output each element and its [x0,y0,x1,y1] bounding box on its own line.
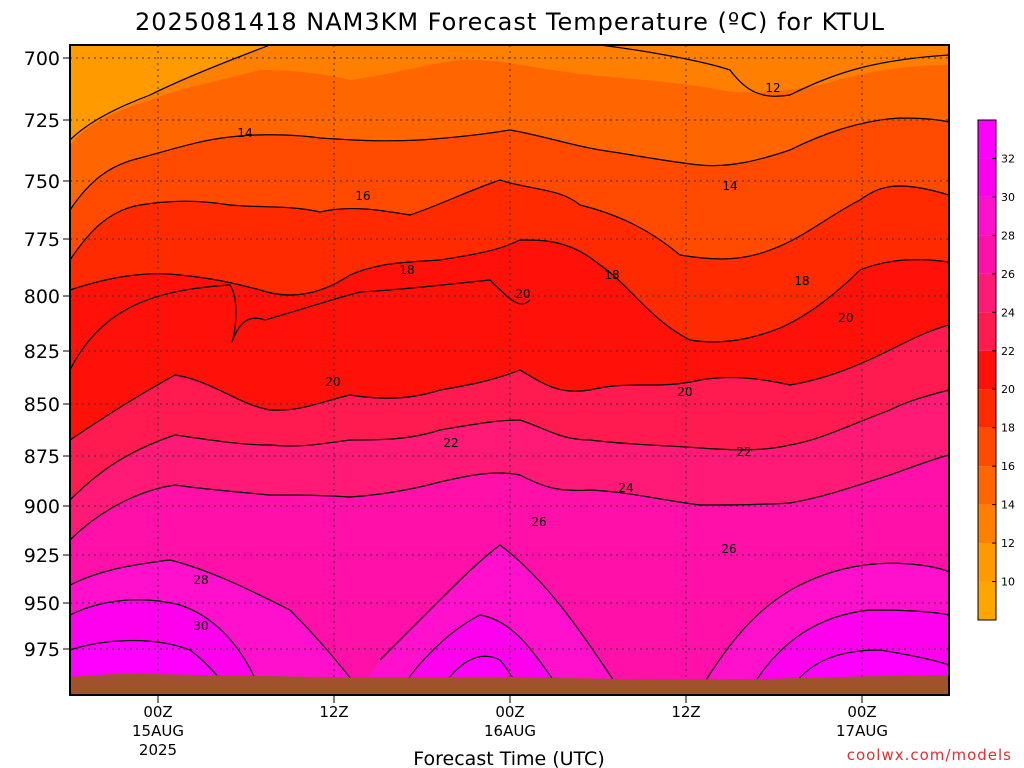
y-tick-label: 975 [24,639,60,661]
y-tick-label: 825 [24,341,60,363]
y-tick-label: 700 [24,48,60,70]
x-axis-label: Forecast Time (UTC) [413,748,604,768]
colorbar-tick-label: 14 [1001,499,1015,512]
y-tick-label: 750 [24,171,60,193]
colorbar-tick-label: 18 [1001,422,1015,435]
colorbar-tick-label: 10 [1001,576,1015,589]
colorbar-tick-label: 22 [1001,345,1015,358]
contour-label: 22 [443,436,458,450]
plot-area: 12 14 14 16 18 18 18 20 20 20 20 22 22 24 26 26 28 30 [70,45,949,695]
grid-lines [70,45,949,695]
contour-label: 22 [736,445,751,459]
contour-label: 28 [193,573,208,587]
y-tick-label: 875 [24,446,60,468]
colorbar-frame [977,119,997,621]
colorbar-swatch [978,235,996,274]
contour-labels: 12 14 14 16 18 18 18 20 20 20 20 22 22 24 26 26 28 30 [193,81,853,633]
y-tick-label: 775 [24,229,60,251]
contour-label: 24 [618,481,633,495]
chart-title: 2025081418 NAM3KM Forecast Temperature (… [135,8,885,36]
contour-label: 16 [355,189,370,203]
y-tick-label: 850 [24,394,60,416]
colorbar-tick-label: 12 [1001,537,1015,550]
contour-label: 12 [765,81,780,95]
colorbar-swatch [978,389,996,428]
colorbar-tick-label: 32 [1001,152,1015,165]
y-tick-label: 800 [24,286,60,308]
contour-label: 26 [721,542,736,556]
x-tick-label: 12Z [319,703,348,721]
contour-label: 14 [237,126,252,140]
x-tick-label: 12Z [671,703,700,721]
contour-label: 26 [531,515,546,529]
contour-label: 18 [604,268,619,282]
colorbar-swatch [978,120,996,159]
y-axis: 700 725 750 775 800 825 850 875 900 925 950 975 [24,48,70,661]
contour-label: 18 [794,274,809,288]
colorbar-tick-label: 28 [1001,229,1015,242]
colorbar-swatch [978,350,996,390]
temp-band-29b [400,615,560,690]
contour-label: 20 [515,287,530,301]
x-tick-date: 17AUG [836,722,888,740]
colorbar-swatch [978,427,996,467]
y-tick-label: 950 [24,593,60,615]
colorbar-swatch [978,504,996,544]
colorbar-swatch [978,196,996,236]
colorbar-swatch [978,158,996,197]
credit-text: coolwx.com/models [847,746,1012,764]
colorbar-swatch [978,312,996,351]
y-tick-label: 925 [24,545,60,567]
contour-label: 14 [722,179,737,193]
temp-band-9 [70,45,270,140]
y-tick-label: 725 [24,110,60,132]
colorbar-tick-label: 26 [1001,268,1015,281]
colorbar-swatch [978,543,996,582]
ground-surface [70,673,949,695]
y-tick-label: 900 [24,496,60,518]
x-tick-label: 00Z [847,703,876,721]
x-tick-year: 2025 [139,741,177,759]
contour-lines [70,45,949,691]
contour-label: 20 [325,375,340,389]
x-tick-label: 00Z [143,703,172,721]
contour-label: 20 [677,385,692,399]
x-tick-label: 00Z [495,703,524,721]
colorbar-tick-label: 24 [1001,306,1015,319]
contour-label: 20 [838,311,853,325]
x-tick-date: 15AUG [132,722,184,740]
colorbar: 10 12 14 16 18 20 22 24 26 28 30 32 [977,119,1015,621]
colorbar-tick-label: 30 [1001,191,1015,204]
contour-label: 18 [399,263,414,277]
contour-label: 30 [193,619,208,633]
colorbar-swatch [978,273,996,313]
colorbar-tick-label: 16 [1001,460,1015,473]
colorbar-swatch [978,466,996,505]
x-tick-date: 16AUG [484,722,536,740]
colorbar-tick-label: 20 [1001,383,1015,396]
colorbar-swatch [978,581,996,620]
